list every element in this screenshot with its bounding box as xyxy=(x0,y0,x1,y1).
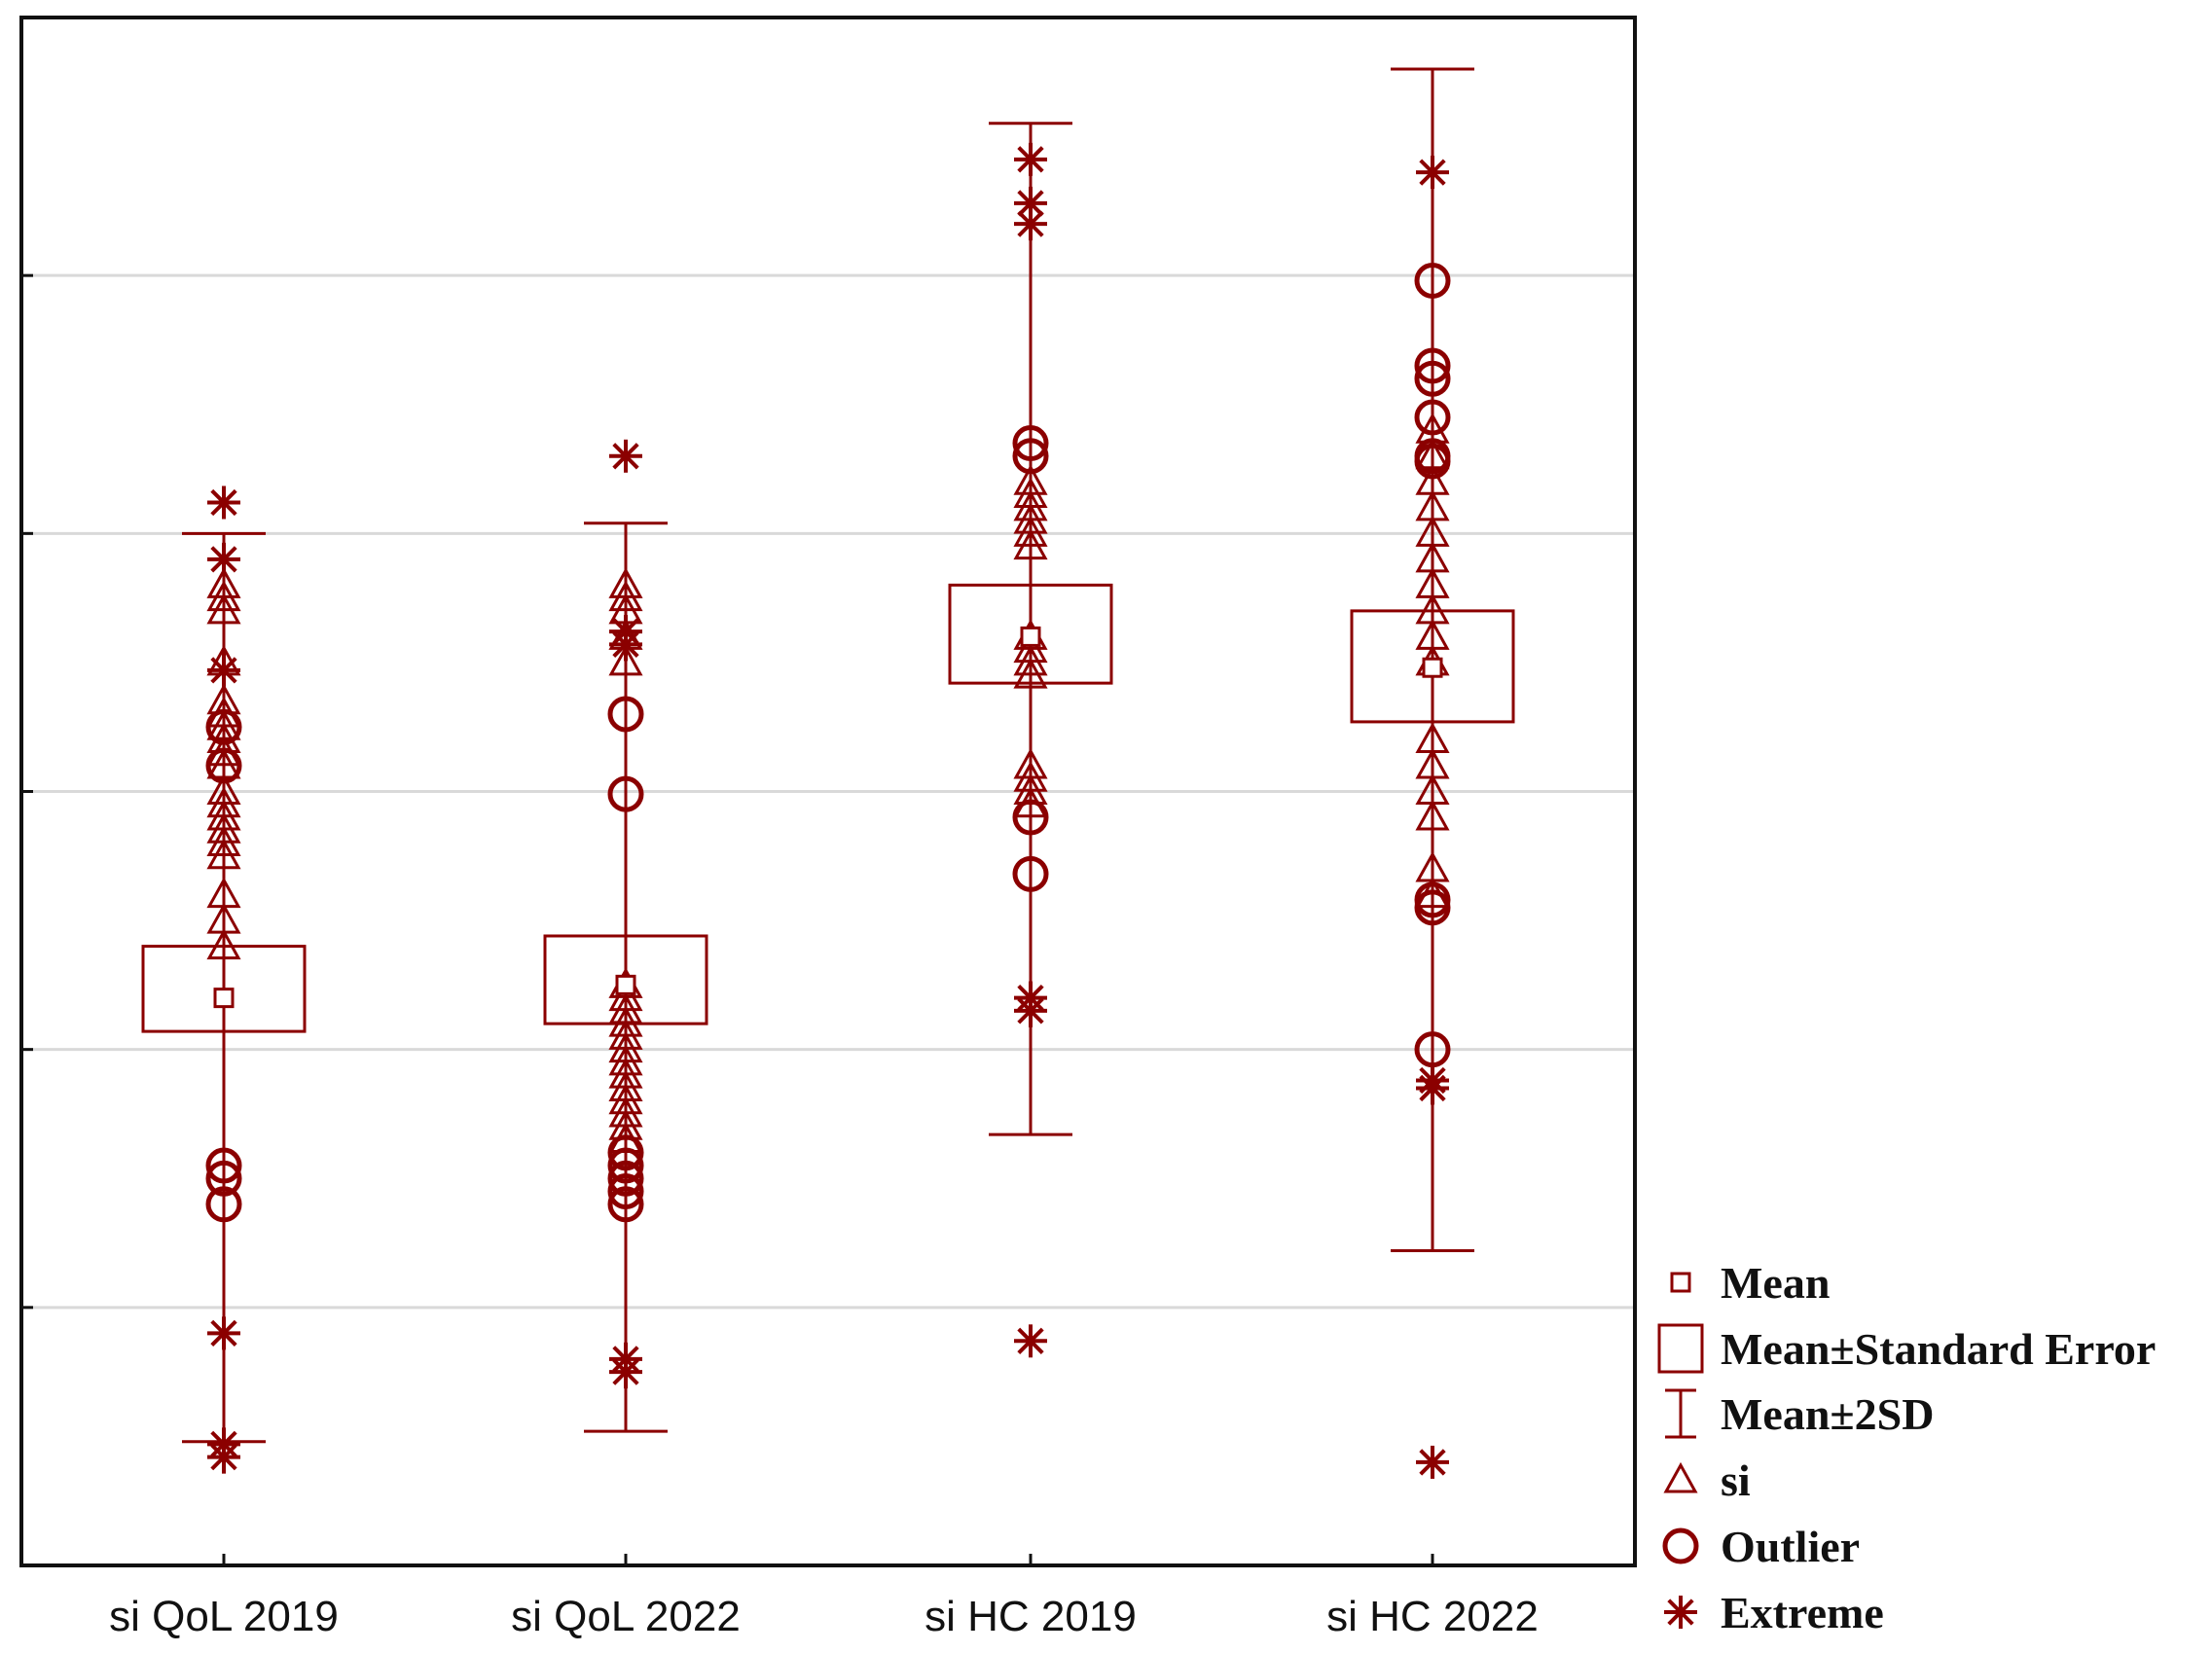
legend-label: Mean±2SD xyxy=(1721,1389,1934,1439)
outlier-point xyxy=(1012,799,1049,836)
si-point xyxy=(206,838,241,870)
grid-lines xyxy=(21,273,1635,1310)
legend-se-symbol xyxy=(1657,1323,1704,1374)
extreme-point xyxy=(1416,1445,1449,1479)
mean-marker xyxy=(615,974,636,995)
si-point xyxy=(1663,1461,1698,1493)
extreme-point xyxy=(609,628,642,662)
si-point xyxy=(1013,528,1048,560)
x-axis: si QoL 2019 si QoL 2022 si HC 2019 si HC 20… xyxy=(109,1554,1539,1640)
outlier-point xyxy=(1414,360,1451,397)
extreme-point xyxy=(609,1355,642,1389)
outlier-point xyxy=(607,1173,644,1210)
legend-label: Extreme xyxy=(1721,1588,1884,1637)
legend-label: Outlier xyxy=(1721,1522,1860,1571)
outlier-point xyxy=(1012,438,1049,475)
extreme-point xyxy=(207,542,240,576)
box-group xyxy=(543,439,708,1433)
outlier-point xyxy=(1414,443,1451,480)
outlier-point xyxy=(1012,425,1049,462)
outlier-point xyxy=(205,1160,242,1197)
legend-entry: Outlier xyxy=(1662,1522,1860,1571)
outlier-point xyxy=(607,1186,644,1223)
legend-label: Mean xyxy=(1721,1258,1830,1308)
extreme-point xyxy=(207,1440,240,1474)
se-box xyxy=(948,583,1113,685)
outlier-point xyxy=(1414,399,1451,436)
box-group xyxy=(1350,67,1515,1479)
legend-mean-symbol xyxy=(1670,1272,1691,1293)
si-point xyxy=(1013,658,1048,689)
outlier-point xyxy=(607,1147,644,1184)
box-series xyxy=(141,67,1515,1479)
x-tick-label: si HC 2019 xyxy=(925,1593,1137,1640)
extreme-point xyxy=(207,485,240,520)
si-point xyxy=(206,928,241,960)
si-point xyxy=(1013,644,1048,676)
outlier-point xyxy=(205,1186,242,1223)
plot-frame xyxy=(19,16,1637,1567)
box-group xyxy=(141,485,307,1474)
outlier-point xyxy=(205,708,242,745)
extreme-point xyxy=(1664,1596,1697,1629)
extreme-point xyxy=(609,439,642,473)
box-group xyxy=(948,122,1113,1358)
extreme-point xyxy=(207,1316,240,1350)
extreme-point xyxy=(1014,207,1047,241)
x-tick-label: si QoL 2019 xyxy=(109,1593,339,1640)
legend-entry: Mean±Standard Error xyxy=(1657,1323,2156,1374)
se-box xyxy=(1350,609,1515,724)
mean-marker xyxy=(1422,657,1443,678)
legend-entry: si xyxy=(1663,1455,1751,1505)
si-point xyxy=(206,825,241,857)
outlier-point xyxy=(1414,889,1451,926)
si-point xyxy=(608,644,643,676)
si-point xyxy=(206,567,241,598)
outlier-point xyxy=(607,775,644,812)
outlier-point xyxy=(1414,347,1451,384)
outlier-point xyxy=(1414,262,1451,299)
x-tick-label: si HC 2022 xyxy=(1326,1593,1539,1640)
extreme-point xyxy=(1014,1324,1047,1358)
legend-label: si xyxy=(1721,1455,1751,1505)
legend-entry: Mean±2SD xyxy=(1665,1388,1934,1439)
extreme-point xyxy=(207,653,240,687)
se-box xyxy=(141,945,307,1033)
outlier-point xyxy=(205,1147,242,1184)
outlier-point xyxy=(607,1160,644,1197)
legend-label: Mean±Standard Error xyxy=(1721,1324,2156,1374)
x-tick-label: si QoL 2022 xyxy=(511,1593,741,1640)
outlier-point xyxy=(205,747,242,784)
extreme-point xyxy=(1416,1071,1449,1105)
extreme-point xyxy=(1014,993,1047,1027)
outlier-point xyxy=(607,1134,644,1171)
outlier-point xyxy=(1662,1527,1699,1564)
extreme-point xyxy=(1416,156,1449,190)
legend: Mean Mean±Standard Error Mean±2SD si Outlier… xyxy=(1657,1258,2156,1637)
si-point xyxy=(608,580,643,612)
legend-entry: Mean xyxy=(1670,1258,1830,1308)
extreme-point xyxy=(1014,142,1047,176)
outlier-point xyxy=(607,696,644,733)
mean-marker xyxy=(1020,626,1041,647)
legend-entry: Extreme xyxy=(1664,1588,1884,1637)
mean-marker xyxy=(213,988,235,1009)
si-point xyxy=(1013,516,1048,547)
outlier-point xyxy=(1012,855,1049,892)
si-point xyxy=(1415,799,1450,831)
